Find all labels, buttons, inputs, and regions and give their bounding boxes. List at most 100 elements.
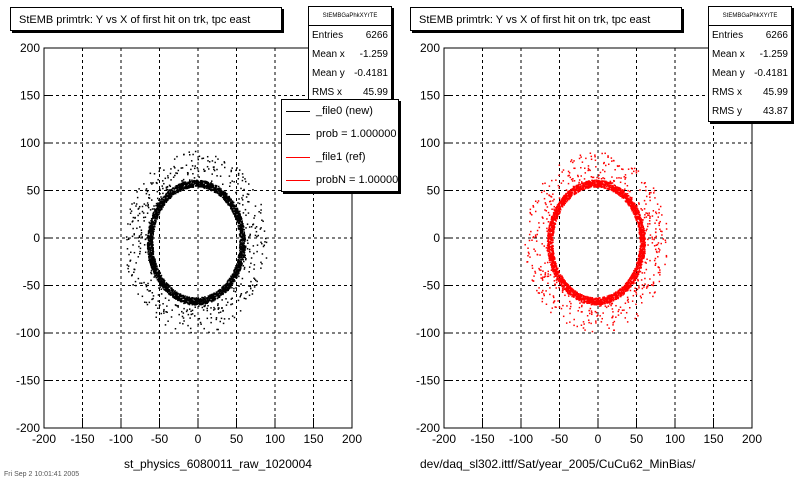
scatter-point: [198, 184, 200, 186]
scatter-point: [164, 284, 167, 286]
scatter-point: [201, 157, 203, 160]
scatter-point: [226, 287, 229, 290]
scatter-point: [176, 188, 178, 190]
scatter-point: [167, 177, 169, 179]
scatter-point: [247, 193, 250, 196]
scatter-point: [211, 173, 213, 175]
scatter-point: [634, 209, 637, 212]
scatter-point: [150, 279, 152, 282]
scatter-point: [155, 273, 158, 275]
scatter-point: [595, 320, 597, 322]
scatter-point: [196, 303, 198, 305]
scatter-point: [164, 200, 166, 202]
scatter-point: [138, 235, 141, 237]
scatter-point: [243, 246, 245, 249]
scatter-point: [192, 172, 194, 175]
scatter-point: [562, 169, 565, 171]
scatter-point: [261, 253, 264, 255]
x-tick-label: 150: [703, 432, 723, 446]
scatter-point: [170, 179, 172, 181]
scatter-point: [246, 248, 249, 250]
scatter-point: [225, 304, 228, 306]
scatter-point: [640, 241, 643, 243]
scatter-point: [231, 200, 234, 202]
scatter-point: [609, 300, 611, 302]
scatter-point: [574, 293, 576, 296]
scatter-point: [232, 274, 234, 277]
scatter-point: [259, 228, 262, 230]
scatter-point: [158, 304, 161, 307]
scatter-point: [170, 193, 172, 196]
scatter-point: [239, 294, 242, 297]
scatter-point: [562, 304, 564, 307]
scatter-point: [609, 299, 611, 301]
scatter-point: [627, 301, 630, 303]
scatter-point: [219, 175, 222, 177]
scatter-point: [647, 214, 649, 217]
scatter-point: [223, 288, 225, 291]
scatter-point: [151, 214, 154, 217]
scatter-point: [229, 284, 231, 286]
scatter-point: [169, 286, 171, 288]
scatter-points: [125, 150, 268, 334]
scatter-point: [176, 172, 179, 175]
scatter-point: [243, 245, 246, 247]
scatter-point: [196, 181, 199, 183]
scatter-point: [237, 174, 240, 176]
scatter-point: [664, 241, 667, 244]
scatter-point: [167, 192, 169, 195]
scatter-point: [588, 298, 591, 301]
scatter-point: [176, 191, 178, 193]
scatter-point: [126, 248, 129, 250]
scatter-point: [567, 170, 570, 173]
scatter-point: [158, 208, 160, 210]
scatter-point: [602, 162, 605, 165]
scatter-point: [169, 193, 171, 196]
scatter-point: [156, 279, 159, 281]
scatter-point: [166, 286, 168, 288]
scatter-point: [534, 210, 537, 213]
scatter-point: [593, 179, 596, 182]
scatter-point: [157, 300, 159, 302]
scatter-point: [240, 227, 242, 230]
scatter-point: [155, 277, 158, 279]
scatter-point: [153, 217, 155, 219]
scatter-point: [206, 309, 209, 312]
scatter-point: [210, 317, 213, 319]
scatter-point: [151, 247, 154, 250]
scatter-point: [216, 328, 218, 331]
scatter-point: [239, 241, 241, 243]
scatter-point: [153, 260, 156, 262]
scatter-point: [216, 168, 218, 171]
scatter-point: [202, 183, 204, 186]
scatter-point: [227, 301, 229, 304]
scatter-point: [217, 303, 219, 305]
scatter-point: [548, 185, 551, 187]
scatter-point: [190, 168, 192, 171]
scatter-point: [155, 218, 158, 220]
scatter-point: [595, 311, 598, 314]
scatter-point: [158, 211, 160, 214]
scatter-point: [256, 244, 259, 246]
scatter-point: [260, 209, 262, 211]
scatter-point: [209, 313, 212, 315]
scatter-point: [159, 208, 161, 210]
scatter-point: [231, 210, 234, 213]
scatter-point: [157, 204, 160, 207]
scatter-point: [224, 284, 226, 287]
scatter-point: [221, 163, 223, 166]
scatter-point: [150, 232, 153, 235]
scatter-point: [236, 272, 239, 274]
scatter-point: [148, 245, 150, 247]
scatter-point: [223, 195, 225, 197]
scatter-point: [621, 196, 623, 199]
scatter-point: [618, 165, 621, 167]
scatter-point: [584, 329, 586, 331]
scatter-point: [564, 200, 566, 203]
scatter-point: [251, 290, 254, 292]
scatter-point: [192, 186, 194, 188]
scatter-point: [173, 193, 175, 195]
scatter-point: [226, 282, 229, 285]
scatter-point: [181, 185, 184, 188]
scatter-point: [237, 202, 239, 204]
